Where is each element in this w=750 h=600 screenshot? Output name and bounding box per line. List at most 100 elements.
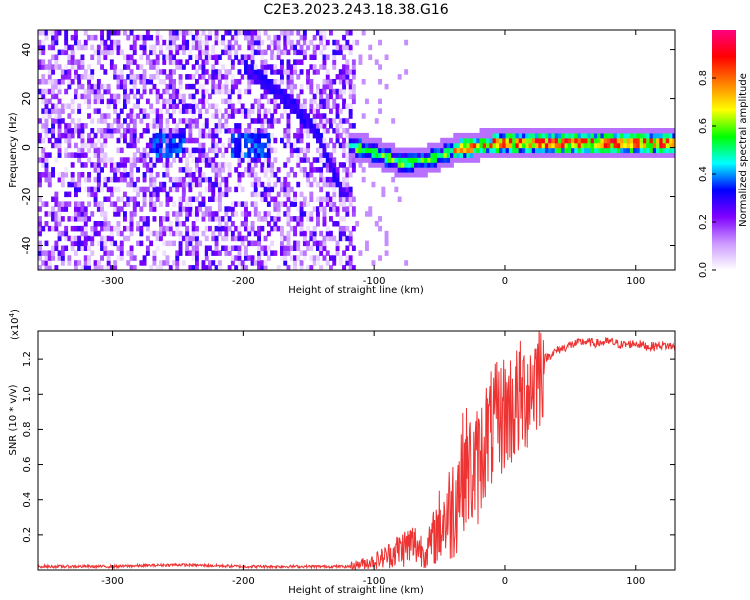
heatmap-cell <box>257 34 261 41</box>
heatmap-cell <box>64 172 69 178</box>
heatmap-cell <box>237 98 242 105</box>
heatmap-cell <box>172 260 176 266</box>
heatmap-cell <box>96 230 101 237</box>
heatmap-cell <box>41 108 46 114</box>
heatmap-cell <box>338 191 343 198</box>
heatmap-cell <box>544 147 549 154</box>
heatmap-cell <box>96 260 101 266</box>
heatmap-cell <box>293 147 297 154</box>
heatmap-cell <box>319 34 324 41</box>
heatmap-cell <box>142 128 147 134</box>
heatmap-cell <box>227 103 232 109</box>
heatmap-cell <box>365 211 369 217</box>
heatmap-cell <box>93 147 98 154</box>
heatmap-cell <box>276 93 281 100</box>
heatmap-cell <box>240 113 245 119</box>
heatmap-cell <box>214 245 219 251</box>
heatmap-cell <box>410 167 415 173</box>
heatmap-cell <box>257 230 261 237</box>
heatmap-cell <box>263 172 268 178</box>
heatmap-cell <box>38 225 42 232</box>
heatmap-cell <box>123 79 127 85</box>
heatmap-cell <box>270 98 275 105</box>
heatmap-cell <box>286 128 291 134</box>
heatmap-cell <box>643 137 647 144</box>
heatmap-cell <box>54 64 59 70</box>
heatmap-cell <box>214 34 219 41</box>
heatmap-cell <box>469 147 474 154</box>
heatmap-cell <box>263 49 268 56</box>
heatmap-cell <box>342 137 346 144</box>
heatmap-cell <box>96 79 101 85</box>
heatmap-cell <box>551 137 556 144</box>
heatmap-cell <box>293 216 297 222</box>
heatmap-cell <box>155 123 160 129</box>
heatmap-cell <box>67 260 72 266</box>
heatmap-cell <box>423 167 428 173</box>
heatmap-cell <box>90 88 95 95</box>
heatmap-cell <box>83 230 88 237</box>
heatmap-cell <box>64 74 69 80</box>
heatmap-cell <box>155 132 160 139</box>
heatmap-cell <box>208 147 212 154</box>
heatmap-cell <box>211 64 216 70</box>
heatmap-cell <box>348 255 353 261</box>
heatmap-cell <box>47 181 52 188</box>
heatmap-cell <box>312 132 317 139</box>
heatmap-cell <box>168 113 173 119</box>
heatmap-cell <box>554 142 559 149</box>
heatmap-cell <box>253 157 258 163</box>
heatmap-cell <box>168 83 173 90</box>
heatmap-cell <box>67 54 72 60</box>
heatmap-cell <box>312 176 317 183</box>
heatmap-cell <box>273 93 278 100</box>
heatmap-cell <box>636 142 641 149</box>
heatmap-cell <box>116 196 121 202</box>
heatmap-cell <box>96 108 101 114</box>
heatmap-cell <box>198 34 203 41</box>
heatmap-cell <box>306 44 310 51</box>
heatmap-cell <box>270 147 275 154</box>
heatmap-cell <box>299 211 304 217</box>
heatmap-cell <box>188 250 193 256</box>
heatmap-cell <box>214 152 219 158</box>
heatmap-cell <box>414 157 418 163</box>
heatmap-cell <box>198 191 203 198</box>
heatmap-cell <box>60 176 65 183</box>
heatmap-cell <box>149 49 154 56</box>
heatmap-cell <box>119 162 124 168</box>
heatmap-cell <box>276 167 281 173</box>
heatmap-cell <box>250 240 255 247</box>
heatmap-cell <box>273 34 278 41</box>
heatmap-cell <box>299 225 304 232</box>
heatmap-cell <box>250 39 255 46</box>
heatmap-cell <box>136 103 140 109</box>
heatmap-cell <box>410 152 415 158</box>
heatmap-cell <box>139 93 144 100</box>
heatmap-cell <box>244 54 248 60</box>
heatmap-cell <box>332 196 337 202</box>
heatmap-cell <box>83 88 88 95</box>
heatmap-cell <box>538 152 543 158</box>
heatmap-cell <box>371 142 376 149</box>
heatmap-cell <box>338 108 343 114</box>
heatmap-cell <box>116 255 121 261</box>
heatmap-cell <box>227 206 232 212</box>
heatmap-cell <box>368 54 373 60</box>
heatmap-cell <box>306 201 310 207</box>
heatmap-cell <box>378 157 382 163</box>
heatmap-cell <box>142 260 147 266</box>
heatmap-cell <box>358 250 363 256</box>
heatmap-cell <box>38 206 42 212</box>
heatmap-cell <box>499 128 503 134</box>
heatmap-cell <box>106 98 111 105</box>
heatmap-cell <box>306 181 310 188</box>
heatmap-cell <box>316 113 320 119</box>
heatmap-cell <box>224 49 229 56</box>
heatmap-cell <box>345 191 350 198</box>
heatmap-cell <box>335 93 340 100</box>
heatmap-cell <box>557 137 562 144</box>
heatmap-cell <box>348 162 353 168</box>
heatmap-cell <box>531 132 536 139</box>
heatmap-cell <box>270 118 275 124</box>
